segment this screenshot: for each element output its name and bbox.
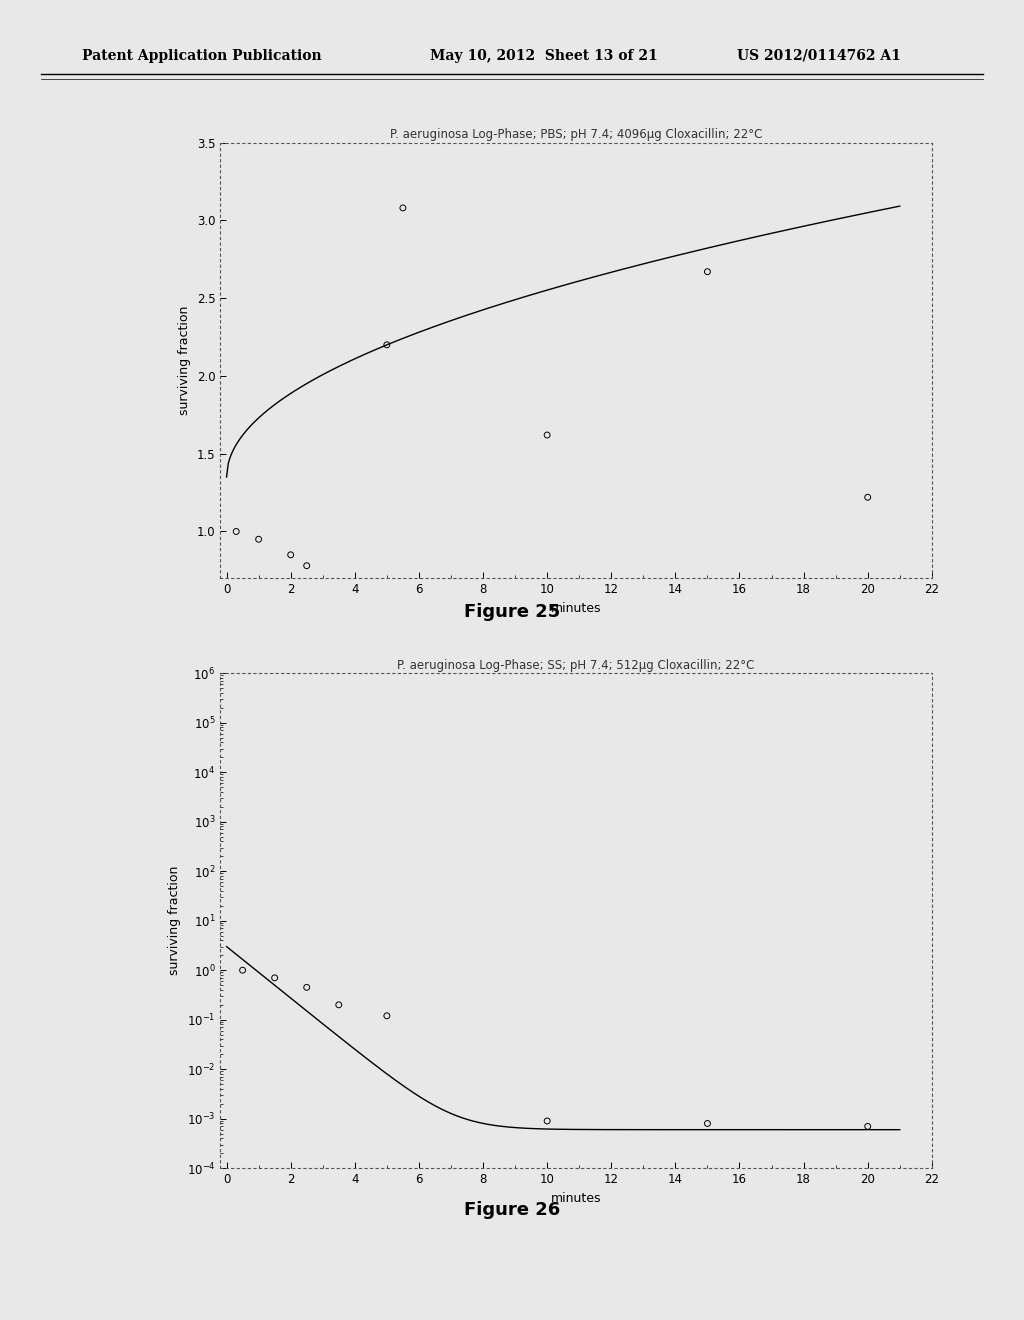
Point <box>299 556 315 577</box>
Text: US 2012/0114762 A1: US 2012/0114762 A1 <box>737 49 901 63</box>
Point <box>283 544 299 565</box>
Title: P. aeruginosa Log-Phase; PBS; pH 7.4; 4096µg Cloxacillin; 22°C: P. aeruginosa Log-Phase; PBS; pH 7.4; 40… <box>390 128 762 141</box>
Text: Figure 25: Figure 25 <box>464 603 560 622</box>
Point <box>379 1006 395 1027</box>
Point <box>379 334 395 355</box>
Point <box>539 425 555 446</box>
Text: May 10, 2012  Sheet 13 of 21: May 10, 2012 Sheet 13 of 21 <box>430 49 657 63</box>
X-axis label: minutes: minutes <box>551 1192 601 1205</box>
Point <box>699 1113 716 1134</box>
X-axis label: minutes: minutes <box>551 602 601 615</box>
Point <box>859 487 876 508</box>
Point <box>299 977 315 998</box>
Point <box>331 994 347 1015</box>
Y-axis label: surviving fraction: surviving fraction <box>178 306 191 414</box>
Point <box>234 960 251 981</box>
Point <box>539 1110 555 1131</box>
Point <box>859 1115 876 1137</box>
Text: Figure 26: Figure 26 <box>464 1201 560 1220</box>
Point <box>394 197 411 218</box>
Text: Patent Application Publication: Patent Application Publication <box>82 49 322 63</box>
Title: P. aeruginosa Log-Phase; SS; pH 7.4; 512µg Cloxacillin; 22°C: P. aeruginosa Log-Phase; SS; pH 7.4; 512… <box>397 659 755 672</box>
Y-axis label: surviving fraction: surviving fraction <box>168 866 181 975</box>
Point <box>699 261 716 282</box>
Point <box>266 968 283 989</box>
Point <box>228 521 245 543</box>
Point <box>251 529 267 550</box>
